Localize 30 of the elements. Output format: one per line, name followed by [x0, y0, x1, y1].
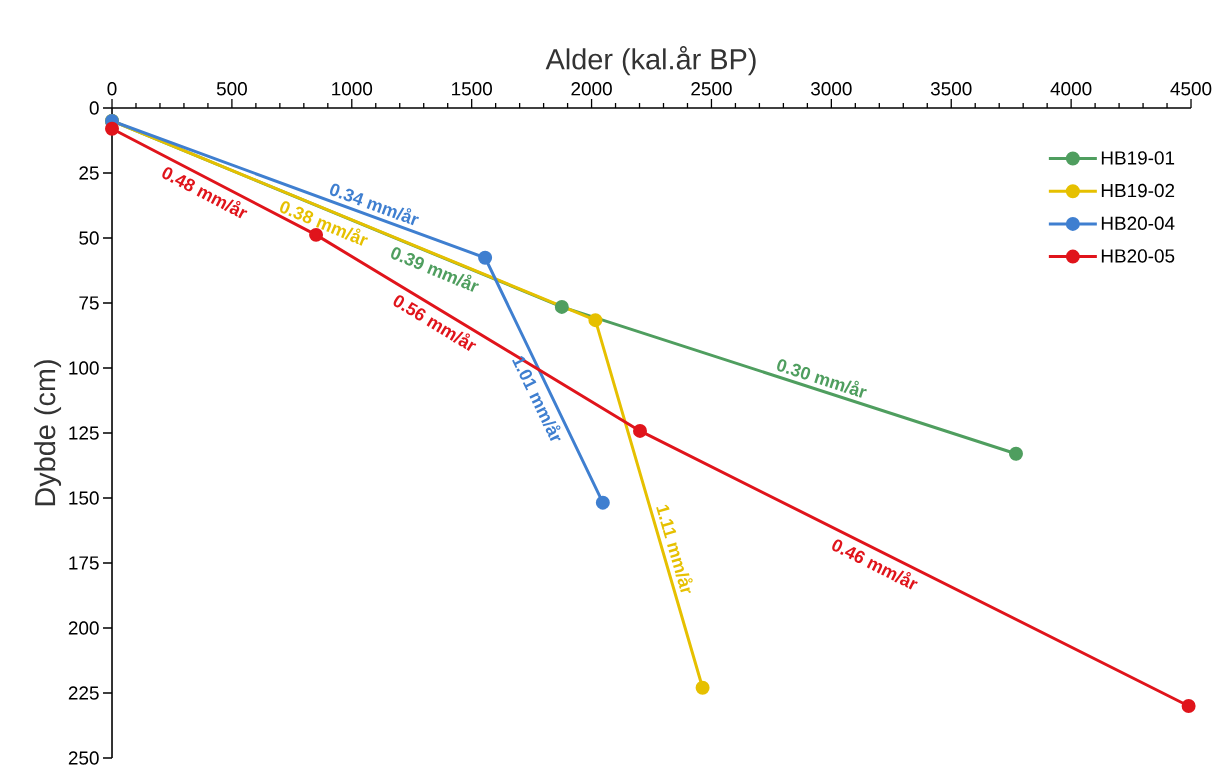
y-tick-label: 50: [79, 231, 99, 245]
x-tick-label: 4500: [1170, 82, 1212, 96]
annotation: 1.11 mm/år: [656, 504, 693, 594]
x-tick-label: 3500: [930, 82, 972, 96]
x-tick-label: 2000: [571, 82, 612, 96]
x-axis-title: Alder (kal.år BP): [545, 45, 756, 76]
y-tick-label: 150: [69, 491, 99, 505]
y-tick-label: 100: [69, 361, 99, 375]
x-tick-label: 1500: [452, 82, 492, 96]
y-tick-label: 250: [68, 751, 99, 765]
y-tick-label: 25: [79, 166, 99, 180]
x-tick-label: 0: [107, 82, 117, 96]
y-tick-label: 125: [69, 426, 99, 440]
y-tick-label: 0: [89, 101, 99, 115]
y-tick-label: 200: [68, 621, 99, 635]
x-tick-label: 500: [216, 82, 247, 96]
x-tick-label: 4000: [1050, 82, 1092, 96]
y-tick-label: 75: [79, 296, 99, 310]
x-tick-label: 2500: [691, 82, 732, 96]
legend-label: HB19-02: [1101, 183, 1175, 198]
legend-label: HB20-05: [1101, 249, 1175, 263]
annotation: 0.30 mm/år: [777, 359, 867, 398]
y-axis-title: Dybde (cm): [34, 360, 62, 506]
y-tick-label: 225: [68, 686, 99, 700]
y-tick-label: 175: [69, 556, 99, 570]
legend-label: HB19-01: [1101, 151, 1175, 165]
annotation: 0.39 mm/år: [391, 247, 479, 292]
legend-label: HB20-04: [1101, 216, 1175, 230]
x-tick-label: 3000: [811, 82, 852, 96]
x-tick-label: 1000: [332, 82, 373, 96]
